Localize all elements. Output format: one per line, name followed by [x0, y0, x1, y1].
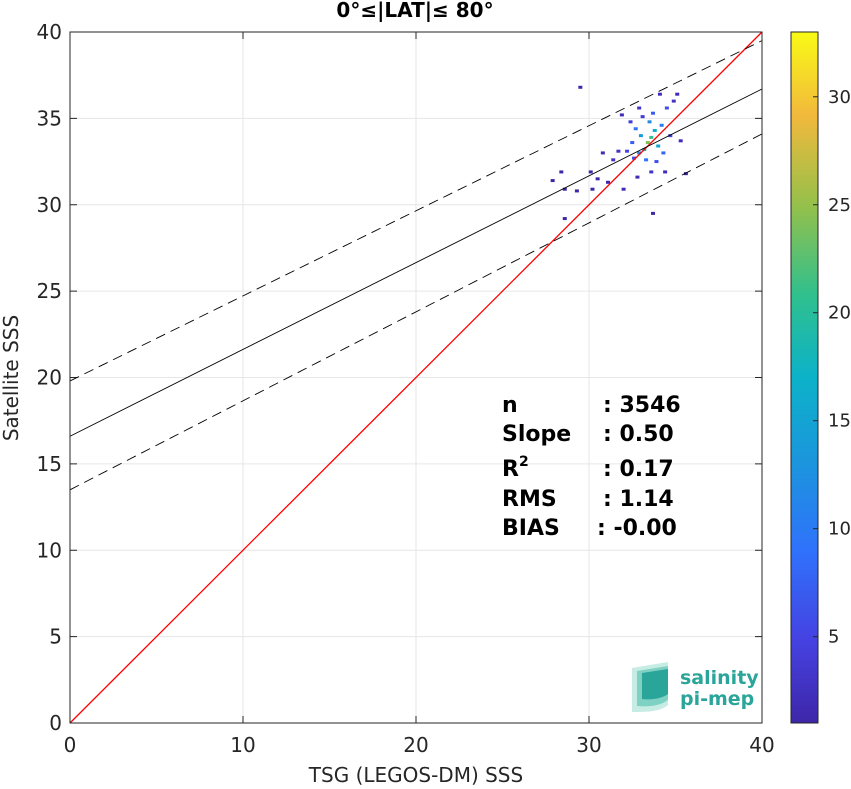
stats-annotation: n : 3546 Slope : 0.50 R2 : 0.17 RMS : 1.… [502, 393, 681, 541]
stat-r2-value: : 0.17 [603, 457, 674, 482]
density-cell [635, 175, 640, 179]
density-cell [562, 187, 567, 191]
stat-r2-label: R2 [502, 454, 529, 482]
density-cell [645, 141, 650, 145]
density-cell [661, 151, 666, 155]
density-cell [656, 144, 661, 148]
density-cell [630, 141, 635, 145]
density-cell [578, 85, 583, 89]
y-tick-label: 15 [37, 452, 62, 476]
density-cell [649, 170, 654, 174]
y-axis-label: Satellite SSS [0, 315, 23, 441]
x-tick-label: 0 [64, 733, 77, 757]
x-tick-label: 20 [403, 733, 428, 757]
stat-n-label: n [502, 393, 518, 418]
x-tick-label: 10 [230, 733, 255, 757]
colorbar-tick-label: 25 [828, 195, 851, 216]
y-tick-label: 30 [37, 193, 62, 217]
y-tick-label: 10 [37, 538, 62, 562]
stat-rms-label: RMS [502, 487, 557, 512]
density-cell [559, 170, 564, 174]
y-tick-label: 20 [37, 366, 62, 390]
density-cell [657, 92, 662, 96]
density-cell [574, 189, 579, 193]
y-tick-label: 35 [37, 106, 62, 130]
density-cell [640, 115, 645, 119]
density-cell [678, 139, 683, 143]
density-cell [638, 134, 643, 138]
logo-text-line1: salinity [680, 667, 759, 689]
stat-bias-value: : -0.00 [597, 516, 677, 541]
density-cell [606, 180, 611, 184]
x-tick-label: 40 [749, 733, 774, 757]
y-axis-ticks: 0 5 10 15 20 25 30 35 40 [37, 20, 762, 735]
colorbar-tick-label: 15 [828, 411, 851, 432]
salinity-pi-mep-logo: salinity pi-mep [632, 662, 759, 712]
colorbar-ticks: 5 10 15 20 25 30 [813, 87, 851, 648]
density-cell [637, 151, 642, 155]
colorbar-tick-label: 10 [828, 519, 851, 540]
stat-slope-label: Slope [502, 422, 571, 447]
density-cell [683, 172, 688, 176]
colorbar-tick-label: 5 [828, 627, 839, 648]
x-axis-label: TSG (LEGOS-DM) SSS [308, 763, 523, 787]
density-cell [619, 113, 624, 117]
stat-r2-superscript: 2 [519, 454, 529, 470]
density-cell [675, 92, 680, 96]
density-cell [637, 106, 642, 110]
density-cell [651, 111, 656, 115]
y-tick-label: 40 [37, 20, 62, 44]
density-cell [631, 156, 636, 160]
density-cell [562, 217, 567, 221]
chart-title: 0°≤|LAT|≤ 80° [336, 0, 493, 22]
stat-bias-label: BIAS [502, 516, 560, 541]
colorbar-tick-label: 30 [828, 87, 851, 108]
stat-rms-value: : 1.14 [603, 487, 674, 512]
density-cell [644, 158, 649, 162]
x-axis-ticks: 0 10 20 30 40 [64, 32, 775, 757]
density-cell [633, 127, 638, 131]
density-cell [600, 151, 605, 155]
regression-line [69, 88, 763, 437]
stat-n-value: : 3546 [603, 393, 681, 418]
density-cell [621, 187, 626, 191]
density-cell [651, 211, 656, 215]
density-cell [668, 134, 673, 138]
upper-bound-line [69, 40, 763, 382]
y-tick-label: 25 [37, 279, 62, 303]
stat-slope-value: : 0.50 [603, 422, 674, 447]
density-cell [595, 177, 600, 181]
y-tick-label: 5 [49, 625, 62, 649]
density-points [550, 85, 688, 221]
density-cell [664, 106, 669, 110]
density-cell [628, 120, 633, 124]
density-cell [550, 179, 555, 183]
density-cell [588, 170, 593, 174]
fit-lines [69, 31, 763, 724]
lower-bound-line [69, 133, 763, 491]
density-cell [671, 99, 676, 103]
x-tick-label: 30 [576, 733, 601, 757]
density-cell [647, 120, 652, 124]
logo-text-line2: pi-mep [680, 688, 754, 710]
colorbar [790, 31, 819, 724]
density-cell [663, 170, 668, 174]
density-cell [611, 158, 616, 162]
density-cell [652, 128, 657, 132]
plot-frame [69, 31, 763, 724]
density-cell [590, 187, 595, 191]
colorbar-tick-label: 20 [828, 303, 851, 324]
density-cell [649, 135, 654, 139]
density-cell [659, 123, 664, 127]
density-cell [654, 160, 659, 164]
density-cell [616, 149, 621, 153]
y-tick-label: 0 [49, 711, 62, 735]
density-cell [625, 149, 630, 153]
